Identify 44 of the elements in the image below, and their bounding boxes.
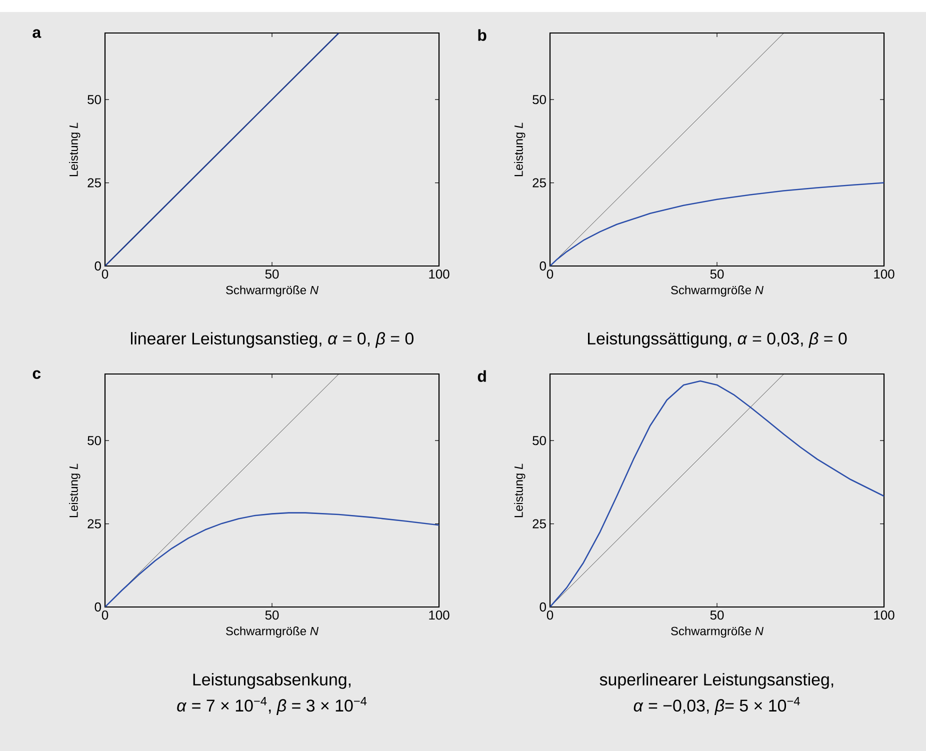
x-tick-label: 50 [265,270,279,279]
x-tick-label: 100 [429,270,450,279]
x-tick-label: 100 [874,610,894,620]
x-tick-label: 0 [546,270,554,279]
y-tick-label: 0 [540,261,546,271]
y-axis-title: Leistung L [69,464,80,518]
y-axis-title: Leistung L [514,122,526,176]
chart-title: c [32,370,41,379]
chart-title: a [32,29,42,38]
x-tick-label: 100 [874,270,894,279]
y-tick-label: 50 [88,436,101,446]
y-tick-label: 0 [94,602,101,612]
y-tick-label: 50 [88,94,101,104]
line-series [550,182,884,266]
x-tick-label: 50 [265,610,279,620]
y-tick-label: 25 [88,519,101,528]
y-tick-label: 0 [540,602,546,612]
x-axis-title: Schwarmgröße N [671,286,764,297]
y-tick-label: 25 [532,178,546,188]
text: linearer Leistungsanstieg, α = 0, β = 0 [130,332,414,348]
chart-title: b [478,29,486,41]
text: Leistungsabsenkung, [193,673,350,689]
y-axis-title: Leistung L [69,122,80,176]
x-tick-label: 50 [710,270,724,279]
x-tick-label: 100 [429,610,450,620]
text: α = 7 × 10$^{−4}$, β = 3 × 10$^{−4}$ [177,697,367,715]
y-tick-label: 50 [532,436,546,446]
x-tick-label: 50 [710,610,724,620]
y-axis-title: Leistung L [514,464,526,518]
x-axis-title: Schwarmgröße N [226,626,319,638]
x-tick-label: 0 [102,270,108,279]
text: superlinearer Leistungsanstieg, [600,673,834,689]
text: α = −0,03, β= 5 × 10$^{−4}$ [634,697,800,715]
x-axis-title: Schwarmgröße N [226,286,319,297]
y-tick-label: 25 [88,178,101,188]
y-tick-label: 0 [94,261,101,271]
chart-title: d [478,370,486,382]
y-tick-label: 50 [532,94,546,104]
x-axis-title: Schwarmgröße N [671,626,764,638]
text: Leistungssättigung, α = 0,03, β = 0 [588,332,847,348]
line-series [105,512,440,607]
y-tick-label: 25 [532,519,546,528]
x-tick-label: 0 [546,610,554,620]
x-tick-label: 0 [102,610,108,620]
